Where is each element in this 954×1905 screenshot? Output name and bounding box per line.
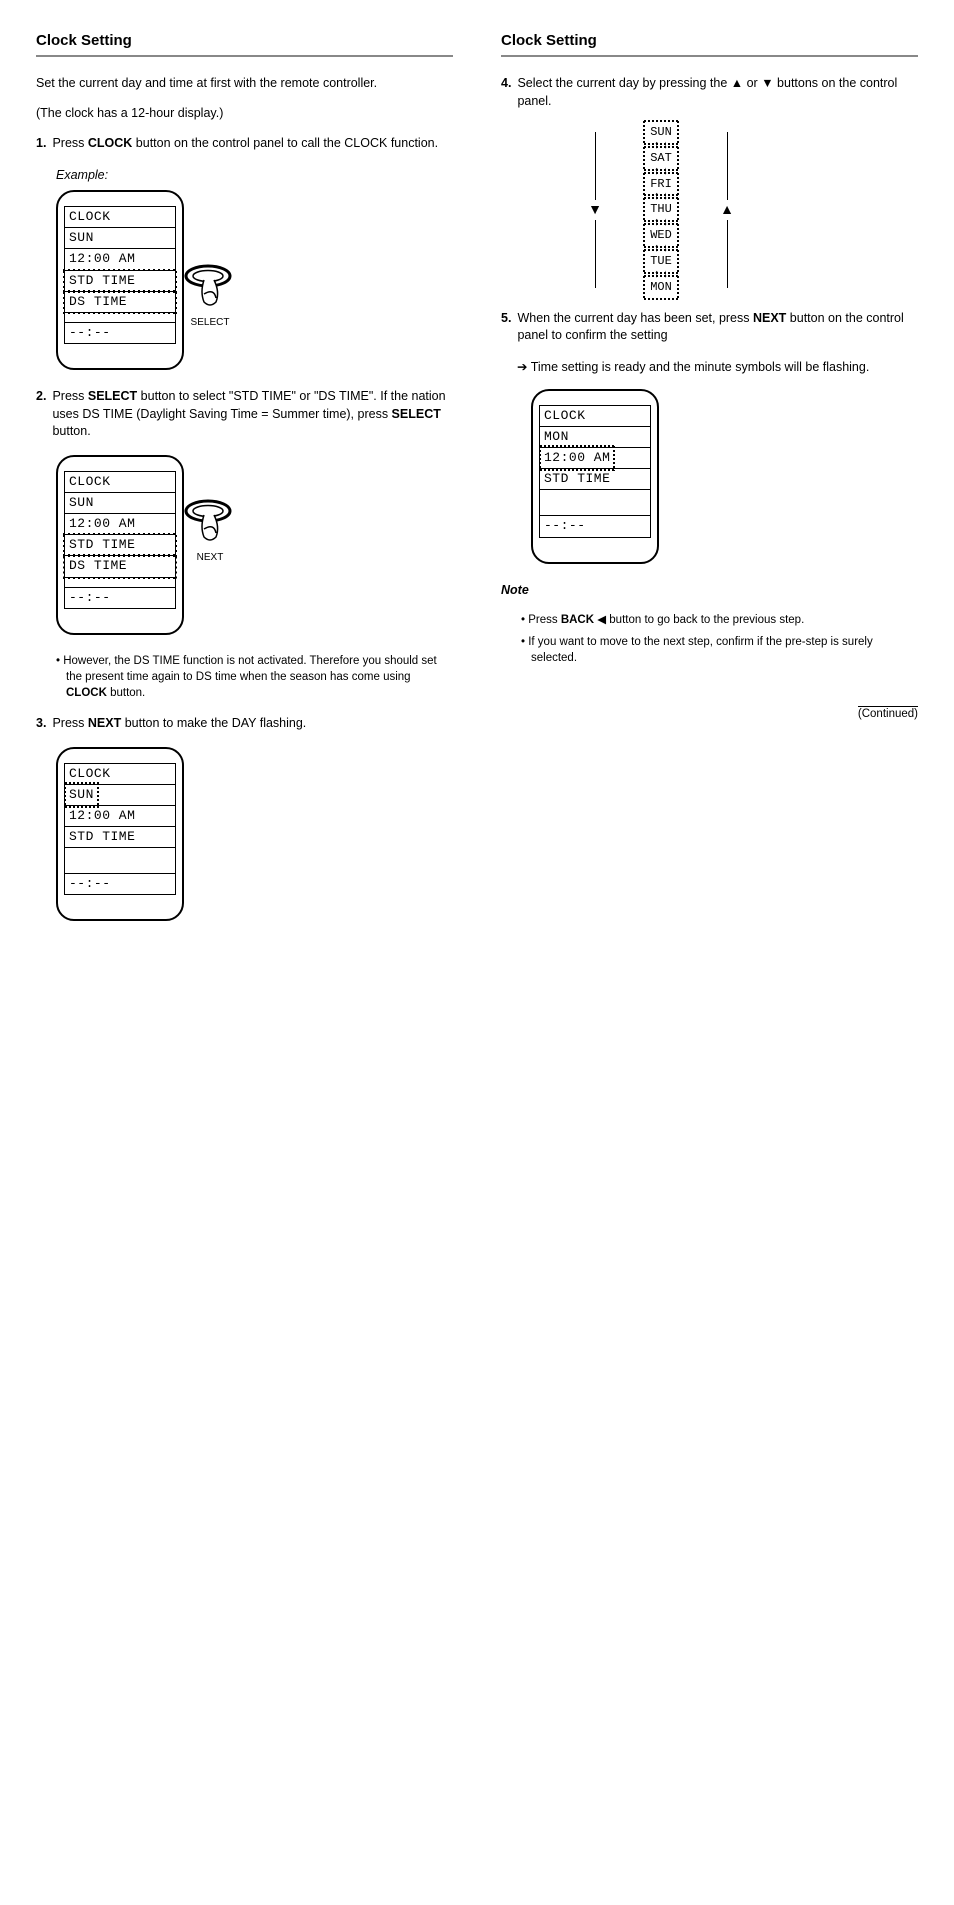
step-3: 3. Press NEXT button to make the DAY fla… xyxy=(36,715,453,733)
cycle-down-icon: ▼ xyxy=(588,200,602,220)
thumb-press-2: NEXT xyxy=(180,499,240,565)
remote-illustration-1: CLOCK SUN 12:00 AM STD TIME DS TIME --:-… xyxy=(56,190,453,370)
step-5: 5. When the current day has been set, pr… xyxy=(501,310,918,345)
remote-illustration-2: CLOCK SUN 12:00 AM STD TIME DS TIME --:-… xyxy=(56,455,453,635)
cycle-up-icon: ▲ xyxy=(720,200,734,220)
day-cycle-item: THU xyxy=(641,201,681,218)
note-heading: Note xyxy=(501,582,918,600)
remote-illustration-4: CLOCK MON 12:00 AM STD TIME --:-- xyxy=(531,389,918,564)
down-arrow-icon: ▼ xyxy=(761,76,773,90)
left-rule xyxy=(36,55,453,57)
right-rule xyxy=(501,55,918,57)
step-2: 2. Press SELECT button to select "STD TI… xyxy=(36,388,453,441)
day-cycle-item: TUE xyxy=(641,253,681,270)
example-label: Example: xyxy=(56,167,453,185)
note-back: • Press BACK ◀ button to go back to the … xyxy=(521,612,918,628)
right-title: Clock Setting xyxy=(501,30,918,51)
day-cycle-item: MON xyxy=(641,279,681,296)
day-cycle-diagram: ▼ ▲ SUN↑ ↓SAT↑ ↓FRI↑ ↓THU↑ ↓WED↑ ↓TUE↑ ↓… xyxy=(581,124,741,296)
intro-2: (The clock has a 12-hour display.) xyxy=(36,105,453,123)
note-confirm: • If you want to move to the next step, … xyxy=(521,634,918,666)
day-cycle-item: WED xyxy=(641,227,681,244)
thumb-press-1: SELECT xyxy=(180,264,240,330)
ds-time-note: • However, the DS TIME function is not a… xyxy=(56,653,453,701)
step-1: 1. Press CLOCK button on the control pan… xyxy=(36,135,453,153)
left-title: Clock Setting xyxy=(36,30,453,51)
day-cycle-item: FRI xyxy=(641,176,681,193)
up-arrow-icon: ▲ xyxy=(731,76,743,90)
continued-label: (Continued) xyxy=(501,706,918,722)
day-cycle-item: SAT xyxy=(641,150,681,167)
intro-1: Set the current day and time at first wi… xyxy=(36,75,453,93)
step-4: 4. Select the current day by pressing th… xyxy=(501,75,918,110)
step-5-result: ➔ Time setting is ready and the minute s… xyxy=(517,359,918,377)
day-cycle-item: SUN xyxy=(641,124,681,141)
remote-illustration-3: CLOCK SUN 12:00 AM STD TIME --:-- xyxy=(56,747,453,922)
